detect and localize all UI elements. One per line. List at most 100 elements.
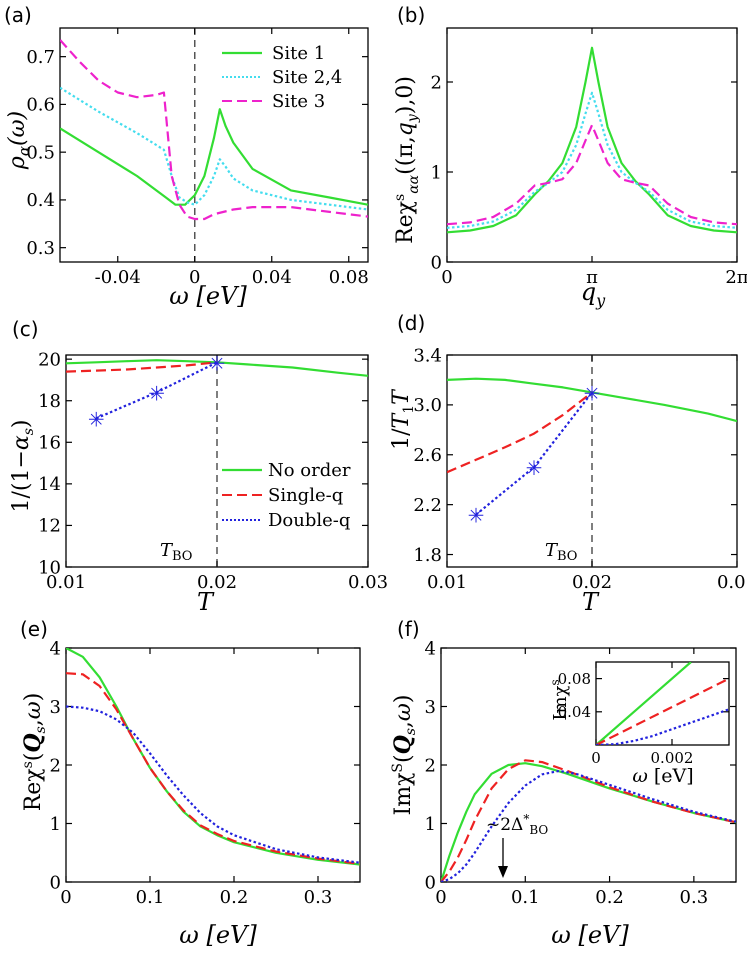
series-line-site-2-4 <box>447 91 737 229</box>
series-group: ✳ ✳ ✳ <box>447 377 737 528</box>
x-tick-label: 0.03 <box>717 572 747 593</box>
chart-panel-c: 0.01 0.02 0.03 10 12 14 16 18 20 ✳ ✳ ✳ <box>38 349 388 593</box>
legend-label-site1: Site 1 <box>272 43 325 64</box>
series-line-single-q <box>447 391 593 474</box>
panel-label-d: (d) <box>397 311 425 335</box>
y-tick-label: 0.5 <box>26 142 55 163</box>
legend-label-singleq: Single-q <box>268 485 343 506</box>
y-tick-label: 1 <box>431 162 442 183</box>
series-line-single-q <box>441 759 736 882</box>
xlabel-b: qy <box>581 278 606 310</box>
legend-label-noorder: No order <box>268 460 351 481</box>
chart-panel-a: -0.04 0 0.04 0.08 0.3 0.4 0.5 0.6 0.7 <box>26 27 369 288</box>
y-tick-label: 0 <box>50 872 61 893</box>
x-tick-label: 0.02 <box>572 572 612 593</box>
x-tick-label: 0.08 <box>329 267 369 288</box>
xlabel-inset: ω [eV] <box>632 765 693 787</box>
x-tick-label: 0.03 <box>348 572 388 593</box>
y-tick-label: 3 <box>50 697 61 718</box>
x-tick-label: π <box>586 267 598 288</box>
series-line-site-3 <box>447 124 737 226</box>
series-marker: ✳ <box>209 351 226 375</box>
ylabel-f: ImχS(Qs,ω) <box>390 695 419 816</box>
x-tick-label: -0.04 <box>95 267 141 288</box>
x-tick-label: 0.002 <box>651 749 694 767</box>
series-line-site-1 <box>60 108 368 206</box>
panel-label-b: (b) <box>397 3 425 27</box>
series-line-no-order <box>596 662 692 745</box>
x-tick-label: 0.02 <box>197 572 237 593</box>
y-tick-label: 1 <box>50 814 61 835</box>
series-marker: ✳ <box>526 456 543 480</box>
plot-frame <box>59 27 369 263</box>
x-tick-label: 0.2 <box>595 887 624 908</box>
y-tick-label: 4 <box>425 638 436 659</box>
y-tick-label: 0.6 <box>26 95 55 116</box>
chart-panel-d: 0.01 0.02 0.03 1.8 2.2 2.6 3.0 3.4 ✳ ✳ ✳ <box>413 345 747 593</box>
panel-label-a: (a) <box>4 3 32 27</box>
x-tick-label: 0 <box>441 267 452 288</box>
series-line-single-q <box>596 677 729 745</box>
x-tick-label: 0.2 <box>220 887 249 908</box>
series-line-double-q <box>441 769 736 882</box>
y-tick-label: 4 <box>50 638 61 659</box>
y-tick-label: 18 <box>38 391 61 412</box>
series-group <box>66 648 360 866</box>
plot-frame <box>595 661 730 746</box>
x-tick-label: 2π <box>725 267 747 288</box>
xlabel-a: ω [eV] <box>169 282 247 310</box>
panel-label-e: (e) <box>20 617 48 641</box>
series-line-double-q <box>66 705 360 864</box>
y-tick-label: 0.7 <box>26 47 55 68</box>
y-tick-label: 2 <box>50 755 61 776</box>
series-marker: ✳ <box>468 504 485 528</box>
y-tick-label: 1 <box>425 814 436 835</box>
y-tick-label: 20 <box>38 349 61 370</box>
legend-a: Site 1 Site 2,4 Site 3 <box>222 43 342 112</box>
x-tick-label: 0 <box>60 887 71 908</box>
y-tick-label: 3 <box>425 697 436 718</box>
y-tick-label: 1.8 <box>413 545 442 566</box>
x-tick-label: 0.1 <box>511 887 540 908</box>
series-line-double-q <box>596 708 729 745</box>
series-line-no-order <box>66 359 368 377</box>
xlabel-f: ω [eV] <box>551 921 629 949</box>
x-tick-label: 0.1 <box>136 887 165 908</box>
chart-panel-f-inset: 0 0.002 0.04 0.08 <box>558 661 730 767</box>
panel-label-f: (f) <box>397 617 420 641</box>
y-tick-label: 3.4 <box>413 345 442 366</box>
plot-frame <box>446 27 738 263</box>
legend-label-site3: Site 3 <box>272 91 325 112</box>
series-group <box>441 759 736 882</box>
chart-panel-b: 0 π 2π 0 1 2 <box>431 27 747 288</box>
x-tick-label: 0.04 <box>252 267 292 288</box>
x-tick-label: 0 <box>435 887 446 908</box>
ylabel-d: 1/T1T <box>389 388 417 450</box>
series-group <box>447 46 737 234</box>
ylabel-inset: Imχs <box>548 679 571 720</box>
y-tick-label: 2 <box>425 755 436 776</box>
series-line-single-q <box>66 361 218 373</box>
x-tick-label: 0 <box>591 749 601 767</box>
legend-c: No order Single-q Double-q <box>222 460 351 531</box>
series-line-site-2-4 <box>60 86 368 211</box>
plot-frame <box>446 354 738 568</box>
plot-frame <box>65 647 361 883</box>
y-tick-label: 0.3 <box>26 238 55 259</box>
x-tick-label: 0.3 <box>304 887 333 908</box>
series-line-no-order <box>66 648 360 866</box>
y-tick-label: 0.04 <box>558 703 591 721</box>
chart-panel-e: 0 0.1 0.2 0.3 0 1 2 3 4 <box>50 638 361 908</box>
x-tick-label: 0.01 <box>46 572 86 593</box>
gap-annotation: ~2Δ*BO <box>486 812 548 837</box>
x-tick-label: 0 <box>189 267 200 288</box>
series-marker: ✳ <box>148 381 165 405</box>
ylabel-c: 1/(1−αs) <box>9 419 37 512</box>
x-tick-label: 0.01 <box>427 572 467 593</box>
xlabel-c: T <box>197 588 215 616</box>
xlabel-e: ω [eV] <box>179 921 257 949</box>
y-tick-label: 0 <box>431 252 442 273</box>
series-marker: ✳ <box>584 381 601 405</box>
panel-label-c: (c) <box>12 317 39 341</box>
